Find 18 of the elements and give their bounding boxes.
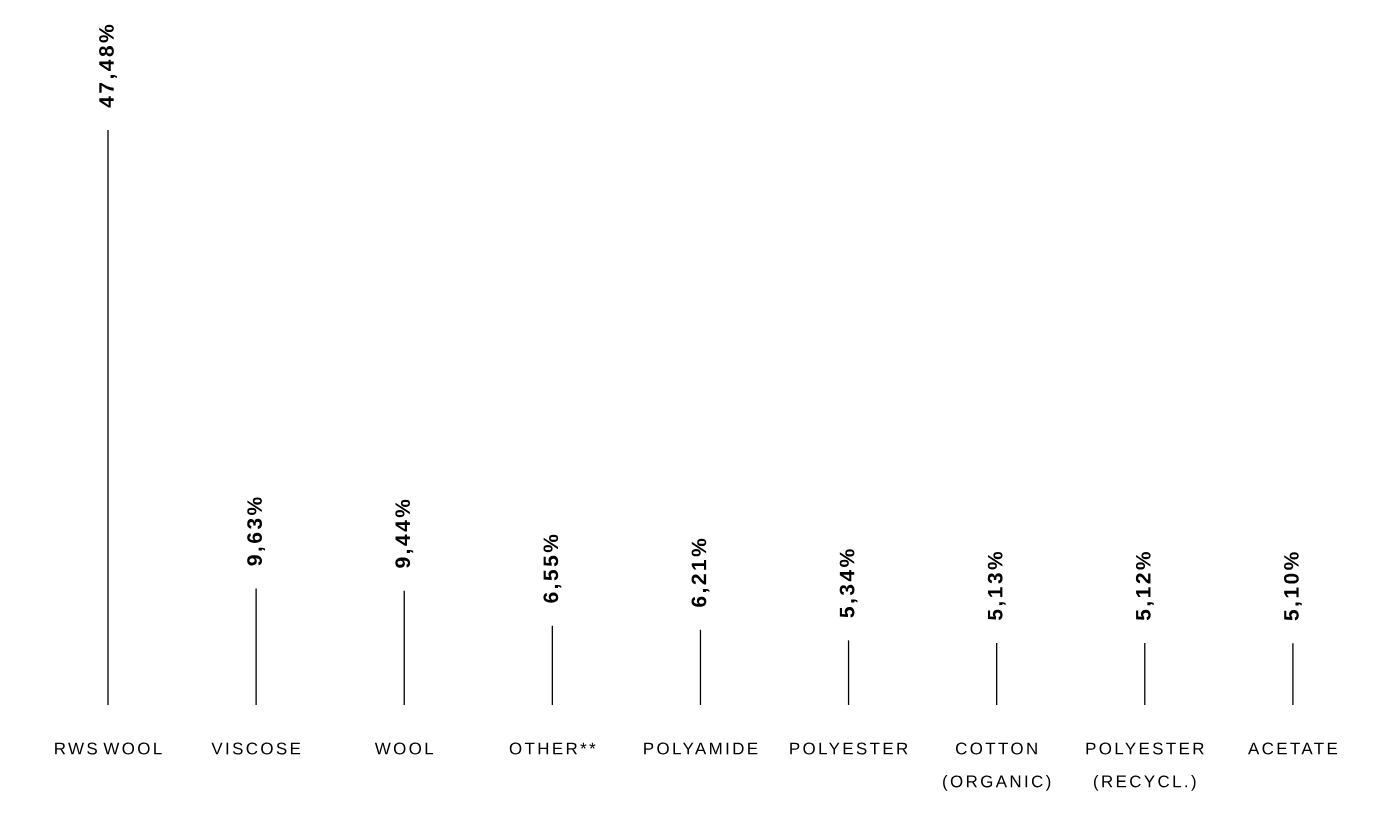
data-label: 5,12% [1135, 552, 1154, 621]
data-label: 6,21% [691, 538, 710, 607]
data-label: 5,13% [987, 551, 1006, 621]
data-label: 9,44% [395, 499, 414, 568]
data-label: 47,48% [99, 24, 117, 108]
category-label: COTTON (ORGANIC) [943, 742, 1051, 791]
x-tick-label: POLYAMIDE [644, 742, 758, 755]
data-label: 5,34% [839, 549, 858, 618]
x-tick-label: RWS WOOL [55, 742, 162, 755]
data-label: 9,63% [247, 497, 266, 566]
category-label: POLYESTER (RECYCL.) [1086, 742, 1204, 791]
data-label: 6,55% [543, 534, 562, 603]
x-tick-label: WOOL [374, 742, 434, 755]
x-tick-label: ACETATE [1248, 742, 1338, 755]
x-tick-label: VISCOSE [211, 742, 301, 755]
data-label: 5,10% [1283, 552, 1302, 621]
x-tick-label: OTHER** [509, 742, 596, 755]
x-tick-label: POLYESTER [790, 742, 908, 755]
